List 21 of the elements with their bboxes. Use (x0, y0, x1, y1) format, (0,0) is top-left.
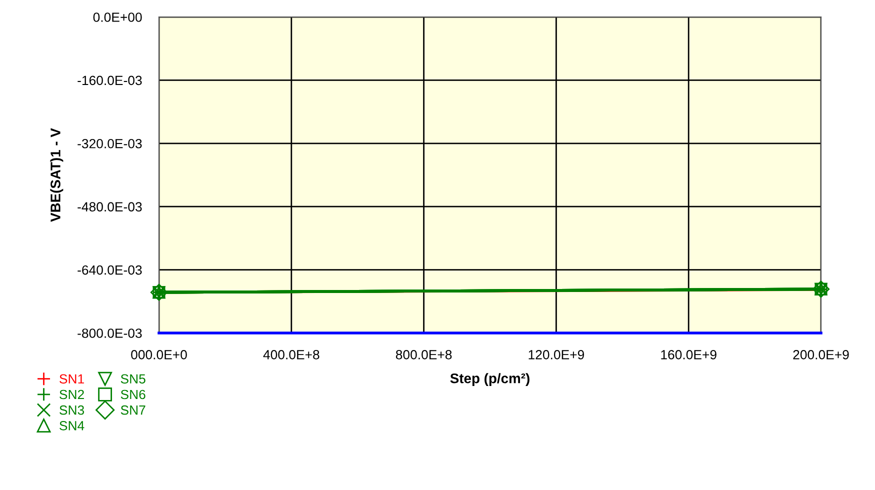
y-tick-label: -640.0E-03 (78, 265, 142, 275)
y-axis-title: VBE(SAT)1 - V (50, 128, 64, 222)
y-tick-label: -800.0E-03 (78, 328, 142, 338)
x-tick-label: 200.0E+9 (793, 350, 849, 360)
legend-label: SN1 (60, 374, 84, 384)
y-tick-label: -160.0E-03 (78, 76, 142, 86)
legend-label: SN6 (120, 390, 146, 400)
legend-label: SN2 (60, 390, 84, 400)
x-tick-label: 800.0E+8 (396, 350, 452, 360)
legend-label: SN5 (120, 374, 146, 384)
x-tick-label: 120.0E+9 (528, 350, 584, 360)
x-tick-label: 000.0E+0 (131, 350, 187, 360)
x-tick-label: 160.0E+9 (661, 350, 716, 360)
x-tick-label: 400.0E+8 (263, 350, 320, 360)
y-tick-label: -320.0E-03 (78, 138, 142, 148)
x-axis-title: Step (p/cm²) (450, 373, 530, 386)
y-tick-label: -480.0E-03 (78, 202, 142, 212)
legend-label: SN4 (60, 421, 84, 430)
legend-label: SN3 (60, 405, 84, 415)
y-tick-label: 0.0E+00 (93, 12, 142, 22)
legend-label: SN7 (120, 405, 146, 415)
